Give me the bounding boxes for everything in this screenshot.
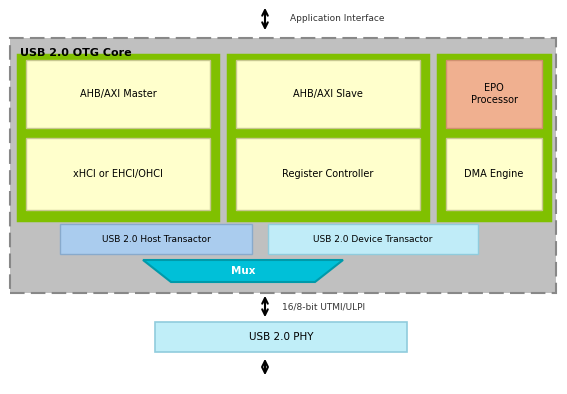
FancyBboxPatch shape <box>26 138 210 210</box>
Text: USB 2.0 Host Transactor: USB 2.0 Host Transactor <box>101 234 210 243</box>
FancyBboxPatch shape <box>10 38 556 293</box>
Text: EPO
Processor: EPO Processor <box>471 83 518 105</box>
FancyBboxPatch shape <box>268 224 478 254</box>
Text: USB 2.0 Device Transactor: USB 2.0 Device Transactor <box>314 234 433 243</box>
Text: Application Interface: Application Interface <box>290 13 384 22</box>
FancyBboxPatch shape <box>228 55 428 220</box>
Text: xHCI or EHCI/OHCI: xHCI or EHCI/OHCI <box>73 169 163 179</box>
Text: USB 2.0 PHY: USB 2.0 PHY <box>249 332 313 342</box>
FancyBboxPatch shape <box>236 60 420 128</box>
Text: DMA Engine: DMA Engine <box>464 169 524 179</box>
FancyBboxPatch shape <box>236 138 420 210</box>
FancyBboxPatch shape <box>438 55 550 220</box>
Text: AHB/AXI Slave: AHB/AXI Slave <box>293 89 363 99</box>
FancyBboxPatch shape <box>60 224 252 254</box>
FancyBboxPatch shape <box>18 55 218 220</box>
Polygon shape <box>143 260 343 282</box>
FancyBboxPatch shape <box>446 138 542 210</box>
FancyBboxPatch shape <box>26 60 210 128</box>
Text: Mux: Mux <box>231 266 255 276</box>
Text: USB 2.0 OTG Core: USB 2.0 OTG Core <box>20 48 132 58</box>
FancyBboxPatch shape <box>446 60 542 128</box>
Text: AHB/AXI Master: AHB/AXI Master <box>79 89 156 99</box>
FancyBboxPatch shape <box>155 322 407 352</box>
Text: Register Controller: Register Controller <box>282 169 374 179</box>
Text: 16/8-bit UTMI/ULPI: 16/8-bit UTMI/ULPI <box>282 303 365 312</box>
